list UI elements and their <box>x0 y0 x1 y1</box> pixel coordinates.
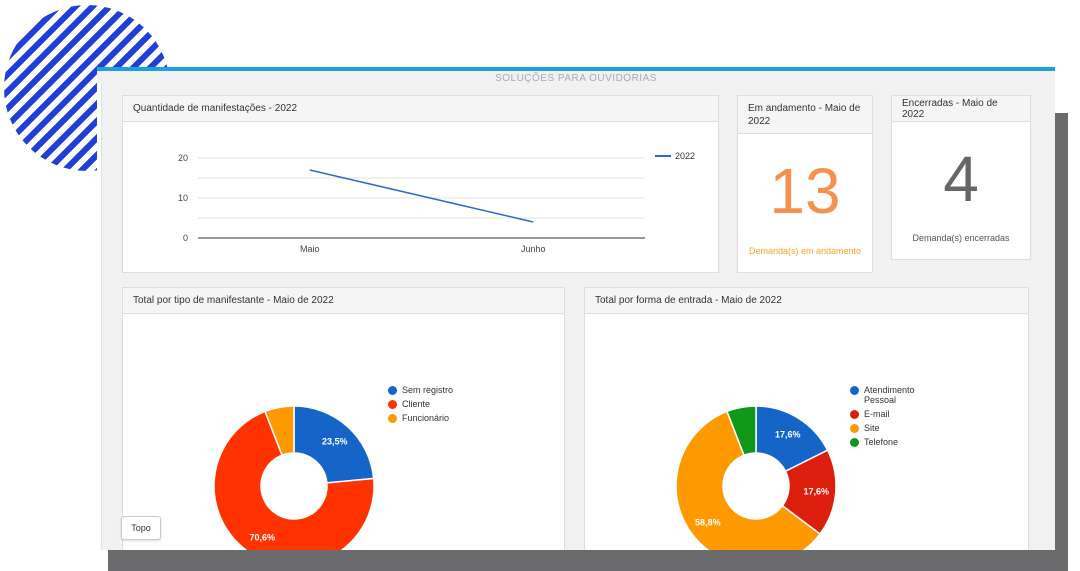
y-tick-label: 20 <box>178 153 188 163</box>
dashboard-screen: SOLUÇÕES PARA OUVIDORIAS Quantidade de m… <box>97 67 1055 550</box>
line-chart-panel: Quantidade de manifestações - 2022 0 10 20… <box>122 95 719 273</box>
forma-entrada-legend: Atendimento Pessoal E-mail Site Telefone <box>850 385 920 451</box>
manifestante-panel-title: Total por tipo de manifestante - Maio de… <box>133 295 334 306</box>
line-chart-panel-header: Quantidade de manifestações - 2022 <box>123 96 718 122</box>
donut-slice-label: 58,8% <box>695 518 721 528</box>
legend-label: Telefone <box>864 437 899 447</box>
donut-slice-label: 17,6% <box>803 486 829 496</box>
legend-dot <box>388 386 397 395</box>
legend-label: E-mail <box>864 409 890 419</box>
legend-label: 2022 <box>675 151 695 161</box>
legend-item: Funcionário <box>388 413 453 423</box>
legend-dot <box>388 400 397 409</box>
donut-slice-label: 70,6% <box>249 532 275 542</box>
legend-dot <box>388 414 397 423</box>
series-line <box>309 169 534 223</box>
legend-dot <box>850 410 859 419</box>
forma-entrada-panel-title: Total por forma de entrada - Maio de 202… <box>595 295 782 306</box>
x-tick-label: Junho <box>521 244 546 254</box>
legend-dot <box>850 438 859 447</box>
legend-dot <box>850 386 859 395</box>
forma-entrada-donut-chart: 17,6% 17,6% 58,8% <box>675 405 837 550</box>
donut-slice-label: 23,5% <box>322 436 348 446</box>
left-edge-strip <box>97 83 102 550</box>
donut-slice <box>264 405 295 457</box>
legend-label: Cliente <box>402 399 431 409</box>
y-tick-label: 10 <box>178 193 188 203</box>
legend-label: Sem registro <box>402 385 454 395</box>
line-chart: 0 10 20 Maio Junho 2022 <box>178 151 695 254</box>
encerradas-panel: Encerradas - Maio de 2022 4 Demanda(s) e… <box>891 95 1031 260</box>
donut-slice <box>293 405 375 484</box>
encerradas-count: 4 <box>943 143 979 215</box>
line-chart-panel-title: Quantidade de manifestações - 2022 <box>133 103 297 114</box>
manifestante-panel-header: Total por tipo de manifestante - Maio de… <box>123 288 564 314</box>
donut-slice-label: 17,6% <box>775 430 801 440</box>
topo-button[interactable]: Topo <box>121 516 161 540</box>
andamento-panel-title: Em andamento - Maio de 2022 <box>748 102 861 127</box>
forma-entrada-panel-header: Total por forma de entrada - Maio de 202… <box>585 288 1028 314</box>
legend-item: Telefone <box>850 437 920 447</box>
legend-dot <box>850 424 859 433</box>
donut-slice <box>213 410 375 550</box>
screen-title: SOLUÇÕES PARA OUVIDORIAS <box>495 73 657 84</box>
x-tick-label: Maio <box>300 244 320 254</box>
donut-slice <box>726 405 757 457</box>
legend-item: Cliente <box>388 399 453 409</box>
donut-slice <box>675 410 822 550</box>
manifestante-panel: Total por tipo de manifestante - Maio de… <box>122 287 565 550</box>
legend-item: Atendimento Pessoal <box>850 385 920 405</box>
forma-entrada-panel: Total por forma de entrada - Maio de 202… <box>584 287 1029 550</box>
andamento-panel: Em andamento - Maio de 2022 13 Demanda(s… <box>737 95 873 273</box>
andamento-panel-header: Em andamento - Maio de 2022 <box>738 96 872 134</box>
encerradas-panel-header: Encerradas - Maio de 2022 <box>892 96 1030 122</box>
encerradas-panel-title: Encerradas - Maio de 2022 <box>902 97 998 120</box>
legend-item: Sem registro <box>388 385 453 395</box>
legend-item: Site <box>850 423 920 433</box>
legend-label: Site <box>864 423 880 433</box>
encerradas-caption: Demanda(s) encerradas <box>912 233 1010 243</box>
manifestante-legend: Sem registro Cliente Funcionário <box>388 385 453 427</box>
manifestante-donut-chart: 23,5% 70,6% <box>213 405 375 550</box>
legend-label: Atendimento Pessoal <box>864 385 915 405</box>
andamento-count: 13 <box>769 155 841 227</box>
andamento-caption: Demanda(s) em andamento <box>748 246 862 256</box>
legend-label: Funcionário <box>402 413 450 423</box>
y-tick-label: 0 <box>183 233 188 243</box>
legend-item: E-mail <box>850 409 920 419</box>
